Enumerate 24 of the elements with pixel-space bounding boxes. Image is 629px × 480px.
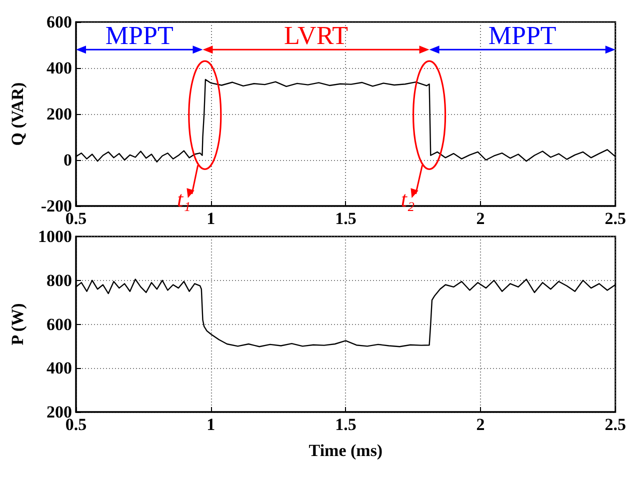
x-tick-label: 2 bbox=[476, 209, 485, 228]
y-tick-label: 800 bbox=[46, 270, 72, 290]
x-tick-label: 1.5 bbox=[335, 415, 356, 434]
x-tick-label: 2 bbox=[476, 415, 485, 434]
y-tick-label: 600 bbox=[46, 12, 72, 32]
annotation: MPPT bbox=[488, 21, 556, 50]
annotation: MPPT bbox=[105, 21, 174, 50]
y-axis-title: Q (VAR) bbox=[8, 82, 27, 146]
x-tick-label: 1.5 bbox=[335, 209, 356, 228]
y-tick-label: 0 bbox=[64, 150, 72, 170]
x-tick-label: 1 bbox=[206, 415, 216, 434]
x-tick-label: 2.5 bbox=[604, 415, 626, 434]
y-tick-label: 400 bbox=[46, 58, 72, 78]
y-tick-label: 1000 bbox=[38, 227, 72, 246]
y-tick-label: 400 bbox=[46, 358, 72, 378]
x-tick-label: 2.5 bbox=[604, 209, 626, 228]
annotation: t₂ bbox=[400, 186, 415, 212]
y-axis-title: P (W) bbox=[8, 303, 27, 346]
x-tick-label: 1 bbox=[206, 209, 216, 228]
y-tick-label: 200 bbox=[46, 104, 72, 124]
y-tick-label: 600 bbox=[46, 314, 72, 334]
annotation: t₁ bbox=[176, 186, 191, 212]
x-axis-title: Time (ms) bbox=[308, 441, 383, 460]
annotation: LVRT bbox=[284, 21, 348, 50]
